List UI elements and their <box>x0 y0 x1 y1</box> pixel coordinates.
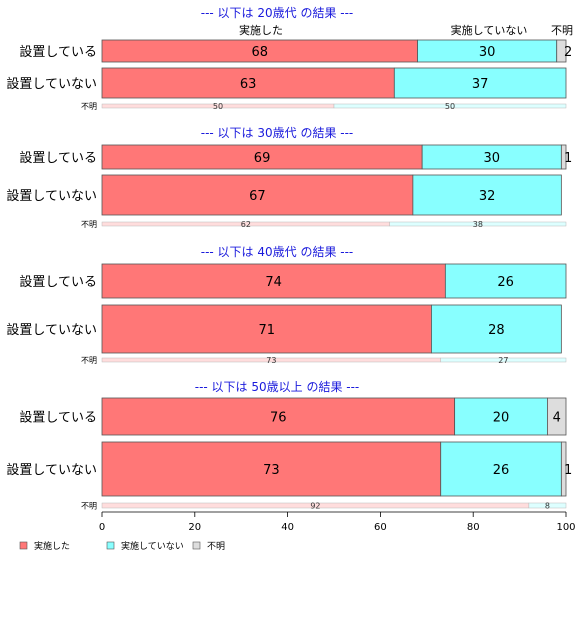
bar-value-label: 76 <box>270 411 287 426</box>
column-header: 実施した <box>239 23 283 37</box>
bar-segment <box>101 441 442 497</box>
bar-segment <box>556 39 567 63</box>
legend-label: 実施していない <box>121 540 184 552</box>
bar-value-label: 62 <box>241 220 251 229</box>
bar-value-label: 8 <box>545 502 550 511</box>
row-label: 設置していない <box>6 188 97 204</box>
bar-value-label: 27 <box>498 356 508 365</box>
bar-value-label: 63 <box>240 77 257 92</box>
bar-segment <box>528 502 567 509</box>
x-tick-label: 40 <box>281 522 294 533</box>
bar-value-label: 1 <box>564 463 572 478</box>
bar-value-label: 73 <box>263 463 280 478</box>
row-label: 設置している <box>19 150 97 166</box>
row-label: 不明 <box>81 102 97 111</box>
bar-segment <box>431 304 562 354</box>
row-label: 設置している <box>19 410 97 426</box>
bar-value-label: 2 <box>564 45 572 60</box>
x-tick-label: 20 <box>188 522 201 533</box>
legend-label: 不明 <box>207 541 225 552</box>
row-label: 設置している <box>19 274 97 290</box>
bar-segment <box>440 357 567 363</box>
legend-swatch <box>19 541 28 550</box>
panel-title: --- 以下は 50歳以上 の結果 --- <box>195 380 360 394</box>
bar-segment <box>454 397 548 436</box>
bar-value-label: 4 <box>553 411 561 426</box>
bar-value-label: 32 <box>479 189 496 204</box>
bar-segment <box>444 263 567 299</box>
bar-value-label: 1 <box>564 151 572 166</box>
panel-title: --- 以下は 20歳代 の結果 --- <box>201 6 354 20</box>
bar-value-label: 67 <box>249 189 266 204</box>
bar-segment <box>101 397 456 436</box>
legend-swatch <box>192 541 201 550</box>
row-label: 設置していない <box>6 76 97 92</box>
x-tick-label: 60 <box>374 522 387 533</box>
bar-value-label: 71 <box>258 323 275 338</box>
bar-value-label: 37 <box>472 77 489 92</box>
bar-segment <box>393 67 567 99</box>
bar-value-label: 73 <box>266 356 276 365</box>
bar-segment <box>333 103 567 109</box>
bar-segment <box>389 221 567 227</box>
bar-segment <box>560 441 567 497</box>
column-header: 不明 <box>551 24 573 37</box>
row-label: 不明 <box>81 502 97 511</box>
bar-value-label: 50 <box>445 102 455 111</box>
bar-value-label: 20 <box>493 411 510 426</box>
x-tick-label: 100 <box>556 522 575 533</box>
bar-value-label: 74 <box>265 275 282 290</box>
row-label: 設置していない <box>6 462 97 478</box>
bar-value-label: 26 <box>493 463 510 478</box>
row-label: 設置している <box>19 44 97 60</box>
panel-title: --- 以下は 30歳代 の結果 --- <box>201 126 354 140</box>
bar-value-label: 30 <box>479 45 496 60</box>
legend-label: 実施した <box>34 540 70 552</box>
bar-value-label: 50 <box>213 102 223 111</box>
bar-value-label: 68 <box>251 45 268 60</box>
bar-segment <box>560 144 567 170</box>
row-label: 不明 <box>81 220 97 229</box>
bar-value-label: 26 <box>497 275 514 290</box>
bar-segment <box>412 174 562 216</box>
panel-title: --- 以下は 40歳代 の結果 --- <box>201 245 354 259</box>
bar-value-label: 30 <box>483 151 500 166</box>
x-tick-label: 0 <box>99 522 105 533</box>
bar-value-label: 92 <box>310 502 320 511</box>
row-label: 不明 <box>81 356 97 365</box>
bar-segment <box>101 304 432 354</box>
bar-value-label: 69 <box>254 151 271 166</box>
bar-value-label: 38 <box>473 220 483 229</box>
bar-segment <box>101 263 446 299</box>
row-label: 設置していない <box>6 322 97 338</box>
bar-segment <box>421 144 562 170</box>
bar-segment <box>440 441 562 497</box>
bar-segment <box>547 397 567 436</box>
x-tick-label: 80 <box>467 522 480 533</box>
bar-value-label: 28 <box>488 323 505 338</box>
column-header: 実施していない <box>451 23 528 37</box>
legend-swatch <box>106 541 115 550</box>
